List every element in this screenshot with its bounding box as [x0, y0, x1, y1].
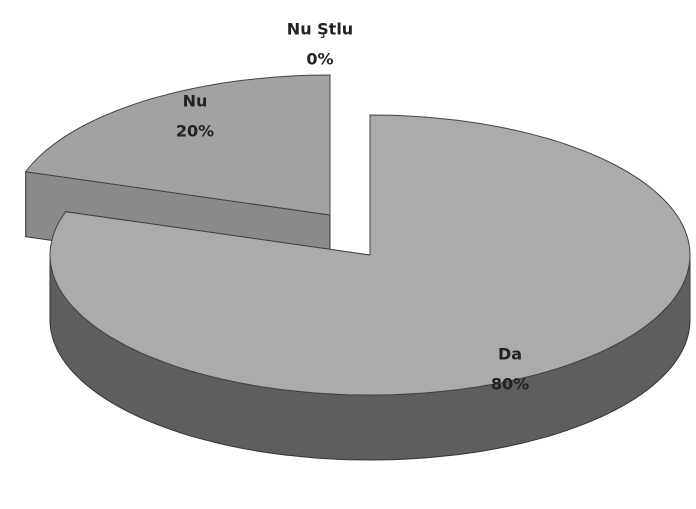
slice: [24, 74, 331, 216]
slice-label: Nu Ştlu: [287, 20, 353, 39]
slice: [49, 114, 691, 396]
slice-label: Da: [498, 345, 522, 364]
slice-value-label: 0%: [306, 50, 333, 69]
slice-value-label: 80%: [491, 375, 529, 394]
slice-label: Nu: [183, 92, 208, 111]
slice-value-label: 20%: [176, 122, 214, 141]
